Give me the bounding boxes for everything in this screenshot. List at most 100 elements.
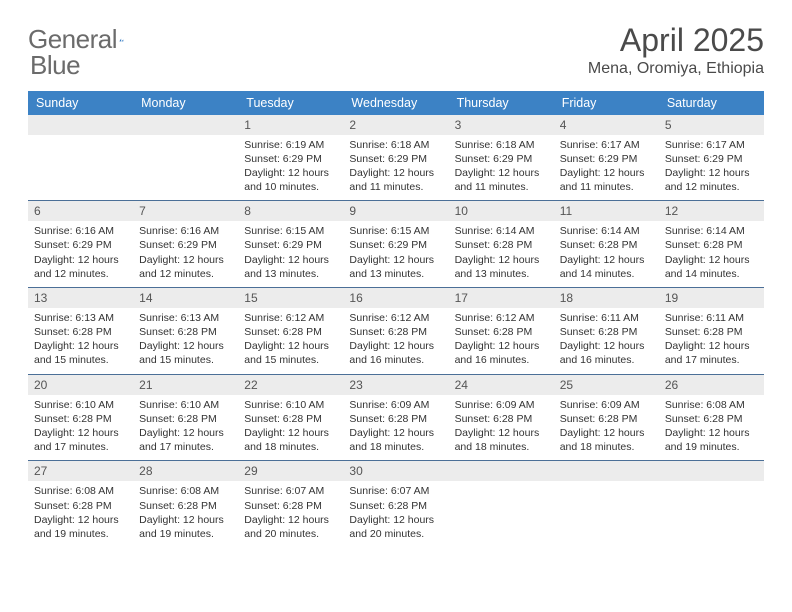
daylight-text: Daylight: 12 hours and 15 minutes. xyxy=(34,339,127,367)
sunrise-text: Sunrise: 6:08 AM xyxy=(139,484,232,498)
sunset-text: Sunset: 6:28 PM xyxy=(455,412,548,426)
cell-body: Sunrise: 6:12 AMSunset: 6:28 PMDaylight:… xyxy=(449,308,554,374)
day-number-strip xyxy=(28,115,133,135)
sunset-text: Sunset: 6:28 PM xyxy=(244,412,337,426)
daylight-text: Daylight: 12 hours and 20 minutes. xyxy=(244,513,337,541)
calendar-week: 1 Sunrise: 6:19 AMSunset: 6:29 PMDaylight… xyxy=(28,115,764,202)
sunrise-text: Sunrise: 6:11 AM xyxy=(665,311,758,325)
cell-body: Sunrise: 6:10 AMSunset: 6:28 PMDaylight:… xyxy=(133,395,238,461)
calendar-cell xyxy=(449,461,554,547)
sails-icon xyxy=(119,30,124,50)
location-subtitle: Mena, Oromiya, Ethiopia xyxy=(588,60,764,78)
daylight-text: Daylight: 12 hours and 11 minutes. xyxy=(455,166,548,194)
day-number: 14 xyxy=(139,291,152,305)
calendar-week: 20Sunrise: 6:10 AMSunset: 6:28 PMDayligh… xyxy=(28,375,764,462)
calendar-cell: 18Sunrise: 6:11 AMSunset: 6:28 PMDayligh… xyxy=(554,288,659,374)
day-number: 27 xyxy=(34,464,47,478)
sunrise-text: Sunrise: 6:10 AM xyxy=(139,398,232,412)
cell-body: Sunrise: 6:11 AMSunset: 6:28 PMDaylight:… xyxy=(554,308,659,374)
calendar-cell xyxy=(133,115,238,201)
day-header: Friday xyxy=(554,91,659,115)
sunrise-text: Sunrise: 6:15 AM xyxy=(349,224,442,238)
cell-body: Sunrise: 6:10 AMSunset: 6:28 PMDaylight:… xyxy=(28,395,133,461)
day-number-strip: 11 xyxy=(554,201,659,221)
day-number: 20 xyxy=(34,378,47,392)
day-number: 12 xyxy=(665,204,678,218)
calendar-cell: 14Sunrise: 6:13 AMSunset: 6:28 PMDayligh… xyxy=(133,288,238,374)
sunrise-text: Sunrise: 6:18 AM xyxy=(349,138,442,152)
cell-body: Sunrise: 6:14 AMSunset: 6:28 PMDaylight:… xyxy=(554,221,659,287)
calendar-cell: 13Sunrise: 6:13 AMSunset: 6:28 PMDayligh… xyxy=(28,288,133,374)
calendar-cell: 11Sunrise: 6:14 AMSunset: 6:28 PMDayligh… xyxy=(554,201,659,287)
calendar-cell: 5Sunrise: 6:17 AMSunset: 6:29 PMDaylight… xyxy=(659,115,764,201)
calendar-cell: 23 Sunrise: 6:09 AMSunset: 6:28 PMDayligh… xyxy=(343,375,448,461)
day-number: 9 xyxy=(349,204,356,218)
day-header: Thursday xyxy=(449,91,554,115)
day-number: 21 xyxy=(139,378,152,392)
daylight-text: Daylight: 12 hours and 20 minutes. xyxy=(349,513,442,541)
day-number: 6 xyxy=(34,204,41,218)
calendar-cell: 4Sunrise: 6:17 AMSunset: 6:29 PMDaylight… xyxy=(554,115,659,201)
cell-body: Sunrise: 6:16 AMSunset: 6:29 PMDaylight:… xyxy=(28,221,133,287)
day-number-strip: 26 xyxy=(659,375,764,395)
day-number: 23 xyxy=(349,378,362,392)
sunrise-text: Sunrise: 6:13 AM xyxy=(139,311,232,325)
sunset-text: Sunset: 6:29 PM xyxy=(139,238,232,252)
calendar-grid: Sunday Monday Tuesday Wednesday Thursday… xyxy=(28,91,764,547)
sunset-text: Sunset: 6:28 PM xyxy=(455,238,548,252)
day-number: 16 xyxy=(349,291,362,305)
cell-body: Sunrise: 6:09 AMSunset: 6:28 PMDaylight:… xyxy=(343,395,448,461)
day-number-strip: 25 xyxy=(554,375,659,395)
calendar-cell: 7Sunrise: 6:16 AMSunset: 6:29 PMDaylight… xyxy=(133,201,238,287)
daylight-text: Daylight: 12 hours and 13 minutes. xyxy=(349,253,442,281)
calendar-cell: 15Sunrise: 6:12 AMSunset: 6:28 PMDayligh… xyxy=(238,288,343,374)
brand-word-2: Blue xyxy=(30,50,80,80)
daylight-text: Daylight: 12 hours and 19 minutes. xyxy=(665,426,758,454)
day-number-strip: 9 xyxy=(343,201,448,221)
cell-body: Sunrise: 6:12 AMSunset: 6:28 PMDaylight:… xyxy=(343,308,448,374)
sunrise-text: Sunrise: 6:16 AM xyxy=(139,224,232,238)
cell-body: Sunrise: 6:15 AMSunset: 6:29 PMDaylight:… xyxy=(238,221,343,287)
calendar-cell: 3 Sunrise: 6:18 AMSunset: 6:29 PMDaylight… xyxy=(449,115,554,201)
calendar-cell: 20 Sunrise: 6:10 AMSunset: 6:28 PMDayligh… xyxy=(28,375,133,461)
heading-block: April 2025 Mena, Oromiya, Ethiopia xyxy=(588,24,764,78)
sunset-text: Sunset: 6:28 PM xyxy=(349,412,442,426)
sunset-text: Sunset: 6:29 PM xyxy=(349,238,442,252)
daylight-text: Daylight: 12 hours and 18 minutes. xyxy=(455,426,548,454)
daylight-text: Daylight: 12 hours and 16 minutes. xyxy=(349,339,442,367)
sunrise-text: Sunrise: 6:11 AM xyxy=(560,311,653,325)
day-number: 3 xyxy=(455,118,462,132)
cell-body: Sunrise: 6:19 AMSunset: 6:29 PMDaylight:… xyxy=(238,135,343,201)
day-number: 25 xyxy=(560,378,573,392)
calendar-cell xyxy=(659,461,764,547)
sunset-text: Sunset: 6:29 PM xyxy=(244,238,337,252)
day-number-strip: 2 xyxy=(343,115,448,135)
day-header: Saturday xyxy=(659,91,764,115)
month-title: April 2025 xyxy=(588,24,764,58)
calendar-cell: 2Sunrise: 6:18 AMSunset: 6:29 PMDaylight… xyxy=(343,115,448,201)
calendar-cell: 26Sunrise: 6:08 AMSunset: 6:28 PMDayligh… xyxy=(659,375,764,461)
calendar-cell: 12Sunrise: 6:14 AMSunset: 6:28 PMDayligh… xyxy=(659,201,764,287)
sunrise-text: Sunrise: 6:15 AM xyxy=(244,224,337,238)
calendar-week: 6Sunrise: 6:16 AMSunset: 6:29 PMDaylight… xyxy=(28,201,764,288)
cell-body: Sunrise: 6:18 AMSunset: 6:29 PMDaylight:… xyxy=(449,135,554,201)
day-number-strip: 24 xyxy=(449,375,554,395)
day-number-strip: 20 xyxy=(28,375,133,395)
daylight-text: Daylight: 12 hours and 16 minutes. xyxy=(455,339,548,367)
cell-body: Sunrise: 6:14 AMSunset: 6:28 PMDaylight:… xyxy=(449,221,554,287)
day-number: 1 xyxy=(244,118,251,132)
sunset-text: Sunset: 6:28 PM xyxy=(139,499,232,513)
calendar-cell: 29Sunrise: 6:07 AMSunset: 6:28 PMDayligh… xyxy=(238,461,343,547)
cell-body: Sunrise: 6:11 AMSunset: 6:28 PMDaylight:… xyxy=(659,308,764,374)
sunrise-text: Sunrise: 6:16 AM xyxy=(34,224,127,238)
daylight-text: Daylight: 12 hours and 14 minutes. xyxy=(560,253,653,281)
cell-body xyxy=(133,135,238,183)
daylight-text: Daylight: 12 hours and 19 minutes. xyxy=(34,513,127,541)
day-number: 22 xyxy=(244,378,257,392)
day-header: Sunday xyxy=(28,91,133,115)
day-header-row: Sunday Monday Tuesday Wednesday Thursday… xyxy=(28,91,764,115)
sunset-text: Sunset: 6:28 PM xyxy=(455,325,548,339)
cell-body: Sunrise: 6:09 AMSunset: 6:28 PMDaylight:… xyxy=(554,395,659,461)
day-number: 28 xyxy=(139,464,152,478)
day-number-strip: 8 xyxy=(238,201,343,221)
